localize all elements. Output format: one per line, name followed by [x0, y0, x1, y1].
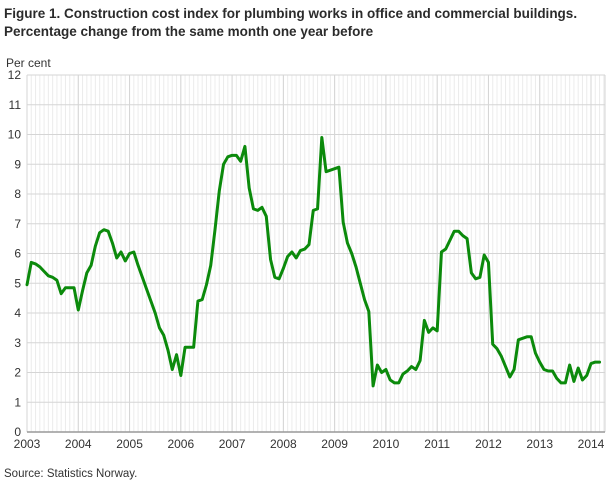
y-tick-label: 2: [14, 366, 21, 380]
y-tick-label: 3: [14, 336, 21, 350]
x-tick-label: 2013: [526, 437, 553, 451]
y-tick-label: 11: [9, 98, 22, 112]
y-tick-label: 12: [8, 68, 22, 82]
x-tick-label: 2007: [219, 437, 246, 451]
x-tick-label: 2011: [424, 437, 450, 451]
y-tick-label: 4: [14, 306, 21, 320]
y-tick-label: 8: [14, 187, 21, 201]
x-tick-label: 2014: [578, 437, 605, 451]
y-tick-label: 0: [14, 425, 21, 439]
data-series-line: [25, 135, 602, 388]
x-tick-label: 2003: [14, 437, 41, 451]
figure-title: Figure 1. Construction cost index for pl…: [4, 6, 578, 39]
y-tick-label: 10: [8, 128, 22, 142]
y-tick-label: 9: [14, 157, 21, 171]
y-tick-label: 1: [14, 395, 21, 409]
x-tick-label: 2004: [65, 437, 92, 451]
y-axis-unit-label: Per cent: [6, 56, 51, 70]
x-tick-label: 2006: [167, 437, 194, 451]
source-note: Source: Statistics Norway.: [4, 468, 138, 480]
x-tick-label: 2005: [116, 437, 143, 451]
x-tick-label: 2009: [321, 437, 348, 451]
y-tick-label: 6: [14, 247, 21, 261]
x-tick-label: 2010: [373, 437, 400, 451]
y-tick-label: 5: [14, 276, 21, 290]
y-tick-label: 7: [14, 217, 21, 231]
x-tick-label: 2012: [475, 437, 502, 451]
x-tick-label: 2008: [270, 437, 297, 451]
